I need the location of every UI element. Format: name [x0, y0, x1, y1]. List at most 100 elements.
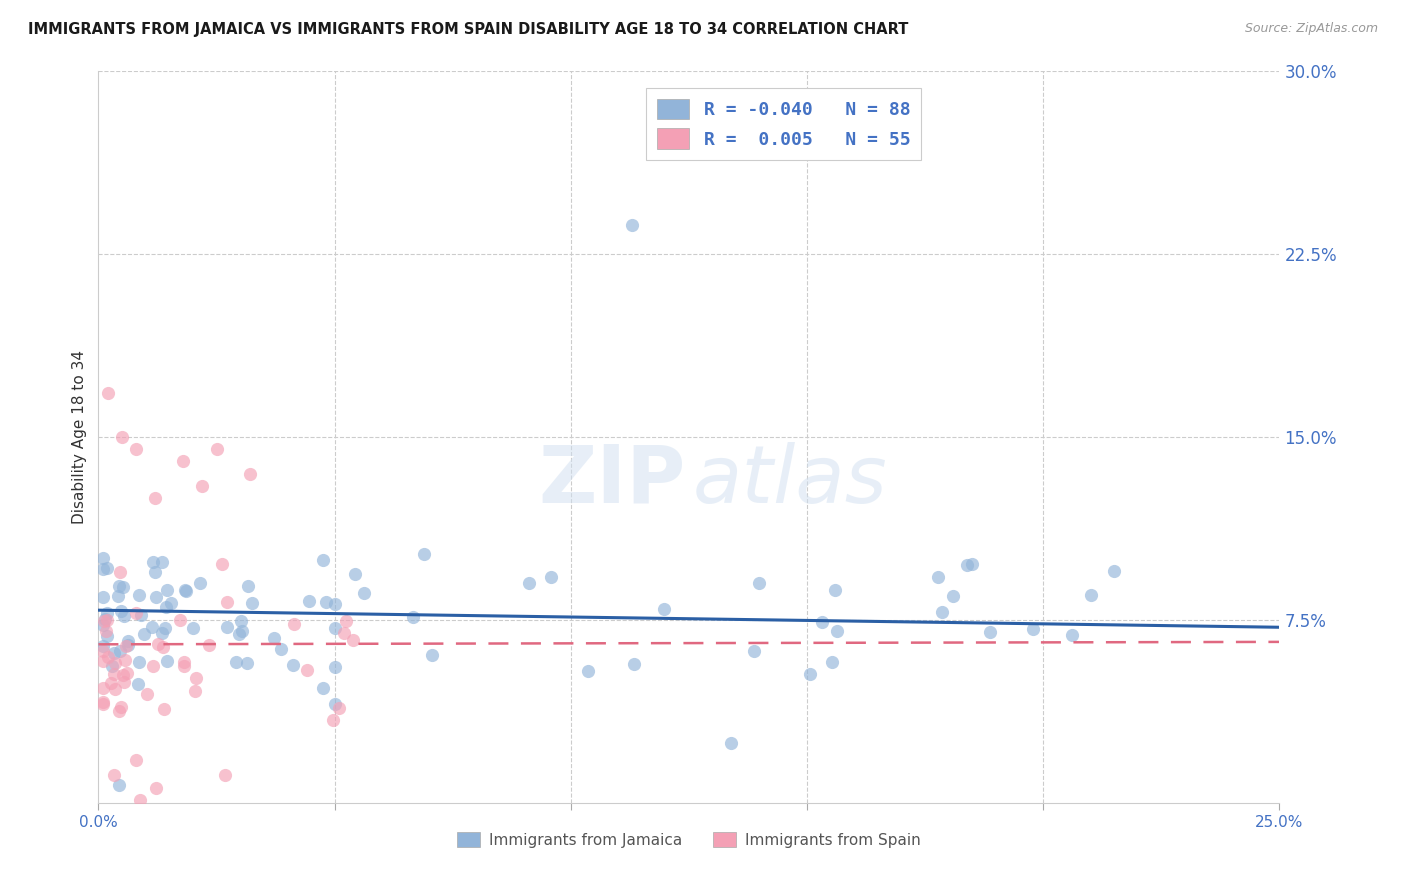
Point — [323, 659, 346, 673]
Point — [143, 491, 166, 505]
Point — [145, 590, 167, 604]
Point — [91, 551, 114, 566]
Point — [172, 454, 194, 468]
Point — [295, 663, 318, 677]
Point — [236, 656, 259, 670]
Point — [93, 614, 115, 628]
Point — [132, 627, 155, 641]
Point — [143, 565, 166, 579]
Point — [111, 430, 134, 444]
Point — [91, 591, 114, 605]
Point — [112, 581, 135, 595]
Point — [91, 639, 114, 653]
Point — [297, 593, 319, 607]
Point — [107, 579, 129, 593]
Point — [211, 558, 233, 572]
Point — [159, 596, 181, 610]
Y-axis label: Disability Age 18 to 34: Disability Age 18 to 34 — [72, 350, 87, 524]
Point — [181, 621, 204, 635]
Point — [621, 218, 644, 232]
Point — [215, 620, 238, 634]
Point — [128, 656, 150, 670]
Point — [623, 657, 645, 672]
Point — [125, 607, 148, 621]
Point — [156, 583, 179, 598]
Point — [225, 655, 247, 669]
Point — [115, 639, 138, 653]
Point — [173, 656, 195, 670]
Point — [942, 590, 965, 604]
Point — [228, 627, 250, 641]
Point — [190, 575, 212, 590]
Point — [128, 588, 150, 602]
Point — [517, 576, 540, 591]
Point — [100, 659, 122, 673]
Point — [231, 614, 253, 628]
Point — [927, 570, 949, 584]
Point — [312, 553, 335, 567]
Point — [100, 676, 122, 690]
Point — [91, 644, 114, 658]
Point — [96, 561, 118, 575]
Point — [205, 442, 228, 457]
Point — [169, 613, 191, 627]
Point — [979, 625, 1001, 640]
Point — [117, 634, 139, 648]
Point — [108, 704, 131, 718]
Point — [173, 659, 195, 673]
Text: atlas: atlas — [693, 442, 887, 520]
Point — [323, 597, 346, 611]
Point — [127, 677, 149, 691]
Point — [239, 467, 262, 481]
Point — [91, 618, 114, 632]
Point — [825, 624, 848, 638]
Point — [145, 781, 167, 796]
Point — [174, 582, 197, 597]
Point — [270, 642, 292, 657]
Point — [94, 612, 117, 626]
Point — [96, 613, 118, 627]
Point — [112, 674, 135, 689]
Point — [281, 657, 304, 672]
Point — [108, 566, 131, 580]
Point — [540, 570, 562, 584]
Point — [824, 582, 846, 597]
Point — [111, 667, 134, 681]
Point — [124, 753, 146, 767]
Point — [91, 695, 114, 709]
Point — [747, 576, 769, 591]
Point — [150, 555, 173, 569]
Point — [197, 638, 219, 652]
Point — [342, 633, 364, 648]
Point — [141, 620, 163, 634]
Point — [110, 700, 132, 714]
Point — [283, 617, 305, 632]
Point — [323, 620, 346, 634]
Point — [153, 622, 176, 636]
Point — [1080, 587, 1102, 601]
Point — [652, 602, 675, 616]
Point — [344, 566, 367, 581]
Point — [129, 793, 152, 807]
Point — [720, 735, 742, 749]
Point — [402, 610, 425, 624]
Point — [240, 596, 263, 610]
Point — [114, 609, 136, 624]
Point — [96, 630, 118, 644]
Point — [263, 631, 285, 645]
Point — [142, 555, 165, 569]
Text: ZIP: ZIP — [538, 442, 685, 520]
Text: IMMIGRANTS FROM JAMAICA VS IMMIGRANTS FROM SPAIN DISABILITY AGE 18 TO 34 CORRELA: IMMIGRANTS FROM JAMAICA VS IMMIGRANTS FR… — [28, 22, 908, 37]
Point — [103, 646, 125, 660]
Point — [931, 605, 953, 619]
Point — [191, 479, 214, 493]
Point — [97, 386, 120, 401]
Point — [155, 600, 177, 615]
Point — [115, 665, 138, 680]
Point — [96, 624, 118, 639]
Point — [322, 713, 344, 727]
Point — [104, 657, 127, 671]
Point — [156, 655, 179, 669]
Point — [129, 608, 152, 623]
Point — [576, 664, 599, 678]
